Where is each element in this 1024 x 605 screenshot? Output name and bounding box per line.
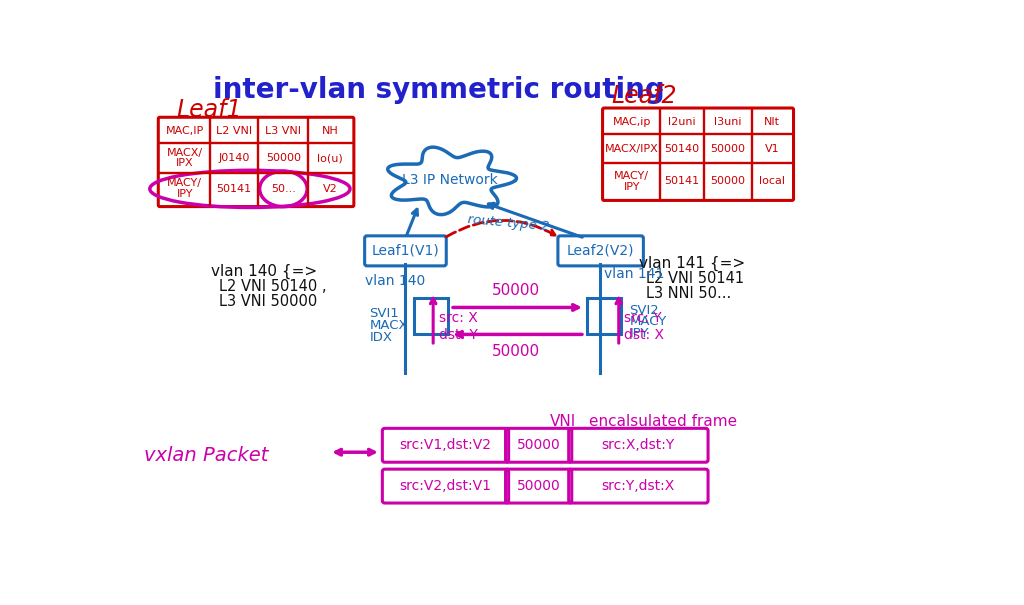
Text: route type 2: route type 2 xyxy=(467,213,549,233)
Text: NH: NH xyxy=(322,126,339,136)
Text: vlan 140: vlan 140 xyxy=(366,274,426,289)
Text: L3 IP Network: L3 IP Network xyxy=(402,174,498,188)
Text: MAC,ip: MAC,ip xyxy=(612,117,651,127)
Text: vlan 141: vlan 141 xyxy=(604,267,665,281)
Text: 50000: 50000 xyxy=(266,153,301,163)
Text: J0140: J0140 xyxy=(218,153,250,163)
Text: MACY: MACY xyxy=(630,315,667,328)
Text: MACY/
IPY: MACY/ IPY xyxy=(167,178,203,199)
Text: 50000: 50000 xyxy=(711,144,745,154)
Text: L3 VNI 50000: L3 VNI 50000 xyxy=(219,293,317,309)
Text: local: local xyxy=(759,176,785,186)
Text: src:Y,dst:X: src:Y,dst:X xyxy=(601,479,675,493)
Text: SVI2: SVI2 xyxy=(630,304,659,316)
Text: vxlan Packet: vxlan Packet xyxy=(144,446,268,465)
Text: V1: V1 xyxy=(765,144,779,154)
Text: 50141: 50141 xyxy=(665,176,699,186)
Text: L2 VNI 50141: L2 VNI 50141 xyxy=(646,271,744,286)
Text: MACX/IPX: MACX/IPX xyxy=(605,144,658,154)
Text: src: Y
dst: X: src: Y dst: X xyxy=(625,311,665,342)
Text: 50141: 50141 xyxy=(216,184,252,194)
Text: Leaf1: Leaf1 xyxy=(177,97,243,122)
Text: src: X
dst: Y: src: X dst: Y xyxy=(438,311,477,342)
Text: Leaf2: Leaf2 xyxy=(611,83,677,108)
Text: src:V2,dst:V1: src:V2,dst:V1 xyxy=(399,479,492,493)
Text: VNI: VNI xyxy=(550,414,577,429)
Text: MAC,IP: MAC,IP xyxy=(166,126,204,136)
Text: NIt: NIt xyxy=(764,117,780,127)
Text: 50000: 50000 xyxy=(492,283,540,298)
Text: MACX: MACX xyxy=(370,319,408,332)
Text: MACY/
IPY: MACY/ IPY xyxy=(614,171,649,192)
Text: L2 VNI: L2 VNI xyxy=(216,126,252,136)
Text: IDX: IDX xyxy=(370,330,392,344)
Text: 50...: 50... xyxy=(271,184,296,194)
Text: 50000: 50000 xyxy=(492,344,540,359)
Text: Leaf1(V1): Leaf1(V1) xyxy=(372,244,439,258)
Text: IPY: IPY xyxy=(630,327,649,339)
Text: vlan 141 {=>: vlan 141 {=> xyxy=(639,256,744,271)
Text: 50000: 50000 xyxy=(711,176,745,186)
Text: vlan 140 {=>: vlan 140 {=> xyxy=(211,264,317,279)
Text: L3 NNI 50...: L3 NNI 50... xyxy=(646,286,732,301)
Text: src:V1,dst:V2: src:V1,dst:V2 xyxy=(399,438,492,453)
Text: lo(u): lo(u) xyxy=(317,153,343,163)
Text: 50000: 50000 xyxy=(517,479,560,493)
Text: l2uni: l2uni xyxy=(668,117,695,127)
Text: 50140: 50140 xyxy=(665,144,699,154)
Text: src:X,dst:Y: src:X,dst:Y xyxy=(601,438,675,453)
Text: l3uni: l3uni xyxy=(715,117,741,127)
Text: encalsulated frame: encalsulated frame xyxy=(589,414,737,429)
Text: SVI1: SVI1 xyxy=(370,307,399,321)
Text: 50000: 50000 xyxy=(517,438,560,453)
Text: Leaf2(V2): Leaf2(V2) xyxy=(567,244,635,258)
Text: L3 VNI: L3 VNI xyxy=(265,126,301,136)
Text: V2: V2 xyxy=(323,184,338,194)
Text: MACX/
IPX: MACX/ IPX xyxy=(167,148,203,168)
Text: inter-vlan symmetric routing: inter-vlan symmetric routing xyxy=(213,76,665,103)
Text: L2 VNI 50140 ,: L2 VNI 50140 , xyxy=(219,279,327,294)
